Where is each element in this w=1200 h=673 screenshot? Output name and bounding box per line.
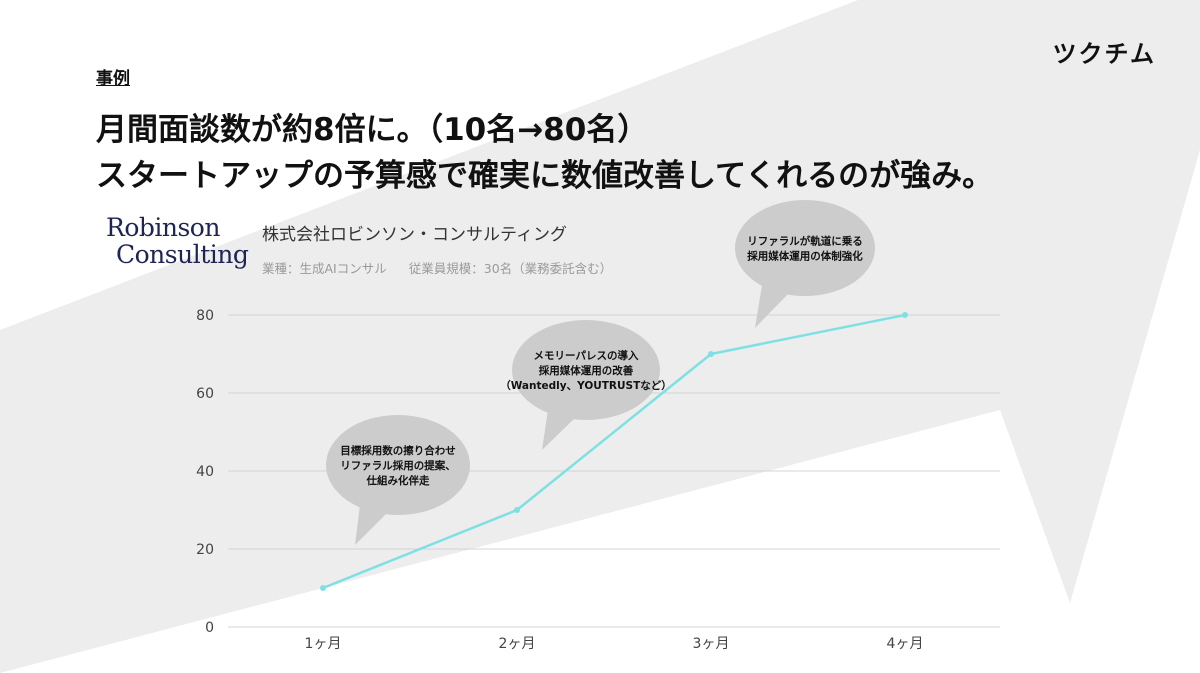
annotation-bubble-1 <box>326 415 470 515</box>
company-meta: 業種：生成AIコンサル 従業員規模：30名（業務委託含む） <box>262 258 612 277</box>
annotation-bubble-2 <box>512 320 660 420</box>
annotation-text-1-2: リファラル採用の提案、 <box>340 459 456 472</box>
annotation-text-2-2: 採用媒体運用の改善 <box>539 364 634 377</box>
annotation-text-1-1: 目標採用数の擦り合わせ <box>340 444 456 457</box>
brand-logo: ツクチム <box>1052 40 1156 68</box>
data-point-4 <box>902 312 908 318</box>
x-tick-label-4: 4ヶ月 <box>887 636 924 652</box>
headline-line-1: 月間面談数が約8倍に。（10名→80名） <box>96 112 649 148</box>
company-industry: 業種：生成AIコンサル <box>262 261 387 276</box>
company-name: 株式会社ロビンソン・コンサルティング <box>262 225 567 245</box>
data-point-3 <box>708 351 714 357</box>
annotation-bubble-3 <box>735 200 875 296</box>
x-tick-label-2: 2ヶ月 <box>499 636 536 652</box>
company-logo: Robinson Consulting <box>106 213 249 269</box>
annotation-text-3-2: 採用媒体運用の体制強化 <box>747 250 863 263</box>
headline-line-2: スタートアップの予算感で確実に数値改善してくれるのが強み。 <box>96 158 994 194</box>
annotation-text-1-3: 仕組み化伴走 <box>366 474 430 487</box>
y-tick-label-20: 20 <box>196 542 214 558</box>
annotation-bubble-tail-2 <box>542 410 576 450</box>
y-tick-label-80: 80 <box>196 308 214 324</box>
y-tick-label-40: 40 <box>196 464 214 480</box>
annotation-text-2-3: （Wantedly、YOUTRUSTなど） <box>500 379 672 392</box>
annotation-bubble-tail-1 <box>355 505 388 545</box>
company-employees: 従業員規模：30名（業務委託含む） <box>408 261 613 276</box>
company-logo-line-1: Robinson <box>106 213 220 242</box>
data-point-1 <box>320 585 326 591</box>
x-tick-label-3: 3ヶ月 <box>693 636 730 652</box>
x-tick-label-1: 1ヶ月 <box>305 636 342 652</box>
series-line <box>322 313 906 590</box>
y-tick-label-60: 60 <box>196 386 214 402</box>
annotation-bubble-tail-3 <box>755 285 790 328</box>
section-label: 事例 <box>96 69 130 89</box>
annotation-text-3-1: リファラルが軌道に乗る <box>747 235 863 248</box>
company-logo-line-2: Consulting <box>116 240 249 269</box>
y-tick-label-0: 0 <box>205 620 214 636</box>
data-point-2 <box>514 507 520 513</box>
annotation-text-2-1: メモリーパレスの導入 <box>534 349 639 362</box>
